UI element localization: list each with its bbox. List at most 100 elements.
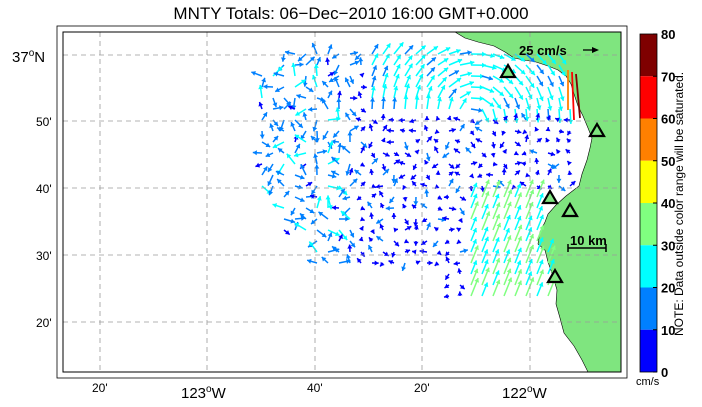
- current-arrow: [402, 196, 408, 202]
- triangle-icon: [546, 267, 564, 284]
- current-arrow: [481, 259, 489, 275]
- current-arrow: [547, 151, 556, 157]
- current-arrow: [393, 73, 400, 88]
- colorbar-swatch: [640, 287, 657, 330]
- current-arrow: [393, 41, 404, 55]
- current-arrow: [423, 125, 429, 132]
- current-arrow: [382, 124, 388, 132]
- current-arrow: [481, 226, 489, 242]
- current-arrow: [349, 240, 356, 248]
- current-arrow: [277, 147, 285, 154]
- current-arrow: [261, 141, 271, 148]
- current-arrow: [347, 131, 353, 143]
- current-arrow: [425, 174, 431, 181]
- current-arrow: [432, 240, 439, 248]
- current-arrow: [514, 215, 522, 231]
- current-arrow: [426, 66, 436, 77]
- current-arrow: [448, 96, 454, 110]
- current-arrow: [470, 227, 478, 242]
- current-arrow: [529, 149, 538, 154]
- current-arrow: [401, 262, 407, 272]
- current-arrow: [404, 74, 411, 88]
- colorbar-tick-label: 80: [661, 27, 675, 42]
- current-arrow: [433, 226, 439, 232]
- current-arrow: [536, 214, 544, 231]
- current-arrow: [536, 225, 545, 242]
- current-arrow: [368, 123, 374, 132]
- current-arrow: [424, 189, 430, 198]
- current-arrow: [314, 130, 320, 143]
- current-arrow: [503, 257, 512, 275]
- current-arrow: [370, 229, 375, 235]
- current-arrow: [273, 71, 285, 77]
- radar-stations: [499, 62, 606, 284]
- current-arrow: [283, 218, 296, 224]
- current-arrow: [327, 157, 340, 165]
- current-arrow: [470, 84, 484, 90]
- current-arrow: [327, 232, 333, 242]
- current-arrow: [455, 185, 461, 194]
- current-arrow: [469, 130, 475, 136]
- current-arrow: [490, 152, 496, 158]
- current-arrow: [437, 46, 451, 55]
- current-arrow: [492, 222, 502, 242]
- current-arrow: [349, 50, 359, 56]
- current-arrow: [349, 125, 359, 132]
- current-arrow: [558, 75, 565, 87]
- current-arrow: [474, 126, 483, 132]
- current-arrow: [369, 168, 375, 176]
- current-arrow: [502, 115, 509, 121]
- current-arrow: [454, 171, 461, 177]
- current-arrow: [378, 190, 384, 198]
- current-arrow: [305, 207, 315, 214]
- current-arrow: [360, 181, 366, 187]
- current-arrow: [283, 101, 292, 110]
- current-arrow: [321, 80, 329, 88]
- current-arrow: [369, 212, 375, 220]
- current-arrow: [296, 93, 307, 99]
- current-arrow: [331, 245, 340, 253]
- lon-label-122w: 122oW: [502, 384, 548, 402]
- current-arrow: [308, 241, 318, 253]
- current-arrow: [536, 245, 545, 264]
- current-arrow: [404, 249, 411, 254]
- current-arrow: [437, 206, 443, 211]
- colorbar-tick-label: 40: [661, 196, 675, 211]
- current-arrow: [414, 95, 420, 110]
- current-arrow: [259, 130, 265, 139]
- current-arrow: [300, 163, 307, 176]
- current-arrow: [481, 64, 497, 70]
- current-arrow: [481, 86, 495, 93]
- current-arrow: [409, 118, 417, 124]
- current-arrow: [536, 192, 544, 209]
- current-arrow: [291, 62, 297, 77]
- current-arrow: [547, 168, 552, 176]
- current-arrow: [348, 167, 354, 176]
- current-arrow: [536, 64, 545, 75]
- current-arrow: [547, 97, 553, 111]
- current-arrow: [442, 152, 450, 159]
- current-arrow: [514, 64, 526, 75]
- current-arrow: [299, 212, 307, 220]
- current-arrow: [514, 97, 521, 110]
- graticule-grid: [63, 32, 621, 372]
- current-arrow: [448, 163, 455, 170]
- current-arrow: [269, 123, 275, 132]
- current-arrow: [360, 84, 367, 90]
- current-arrow: [311, 42, 318, 55]
- current-arrow: [325, 57, 331, 66]
- latitude-labels: 37oN 50' 40' 30' 20': [12, 48, 52, 330]
- current-arrow: [522, 129, 528, 135]
- current-arrow: [453, 148, 461, 154]
- current-vectors: [251, 41, 581, 299]
- lat-label-50: 50': [36, 115, 52, 129]
- current-arrow: [565, 148, 571, 154]
- current-arrow: [514, 86, 524, 100]
- current-arrow: [426, 45, 439, 55]
- current-arrow: [261, 77, 267, 88]
- current-arrow: [486, 172, 494, 178]
- current-arrow: [370, 86, 376, 99]
- current-arrow: [492, 180, 501, 198]
- current-arrow: [330, 170, 340, 176]
